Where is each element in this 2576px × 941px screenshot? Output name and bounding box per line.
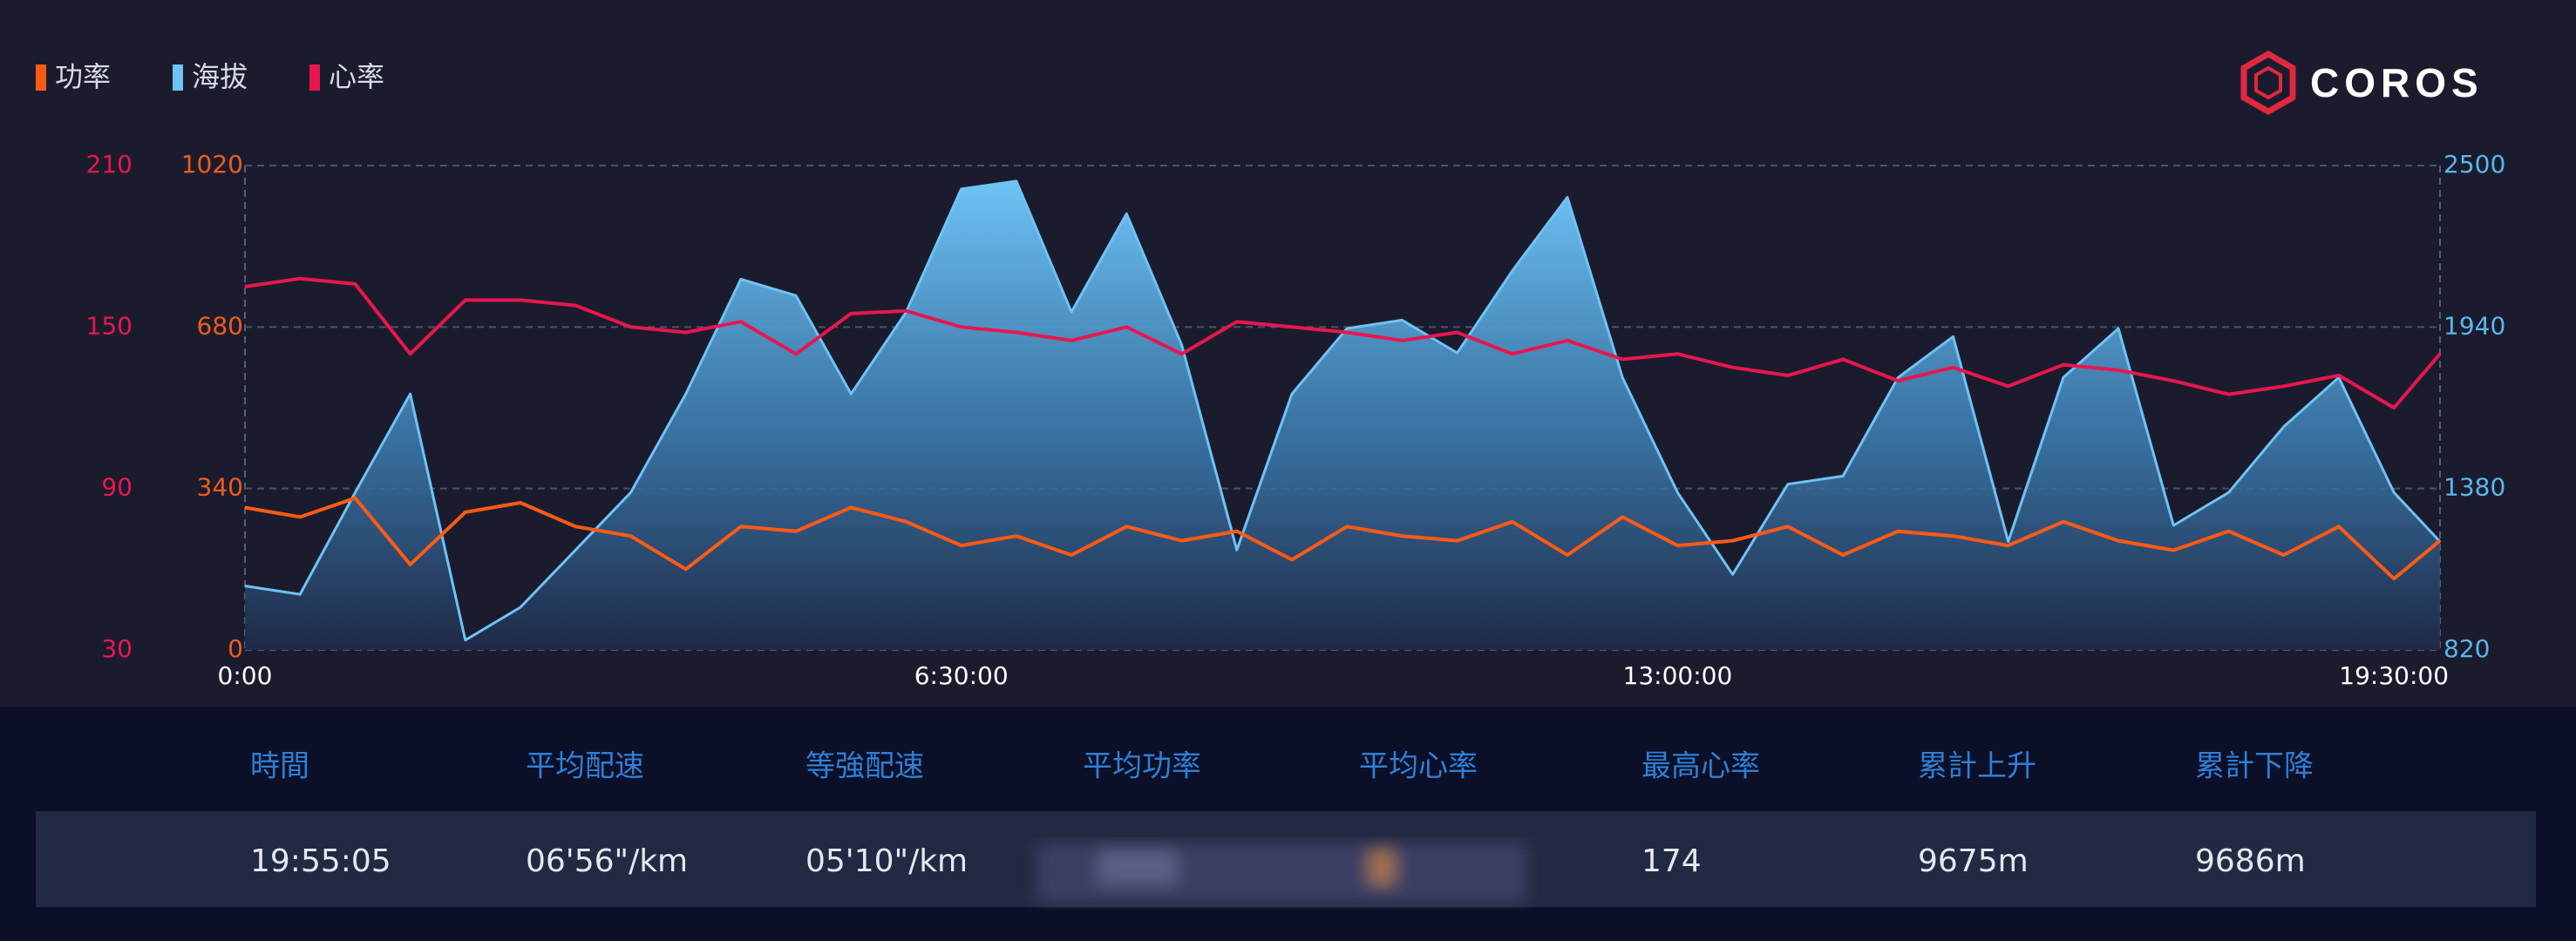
table-cell: 174 <box>1641 843 1702 879</box>
legend-swatch <box>309 64 320 91</box>
series-line <box>244 179 2442 642</box>
table-header: 等強配速 <box>805 749 924 784</box>
table-cell: 9675m <box>1918 843 2029 879</box>
x-tick-label: 13:00:00 <box>1623 661 1733 690</box>
series-line <box>244 276 2442 410</box>
table-header: 平均心率 <box>1359 749 1478 784</box>
table-cell: 05'10"/km <box>805 843 968 879</box>
y-tick-label: 0 <box>228 634 243 663</box>
table-cell: 9686m <box>2195 843 2306 879</box>
table-header: 平均功率 <box>1083 749 1201 784</box>
legend-swatch <box>36 64 46 91</box>
series-line <box>244 496 2442 581</box>
y2-tick-label: 820 <box>2443 634 2490 663</box>
table-header: 累計上升 <box>1918 749 2036 784</box>
table-header: 最高心率 <box>1641 749 1760 784</box>
x-tick-label: 19:30:00 <box>2339 661 2449 690</box>
y3-tick-label: 90 <box>101 473 133 502</box>
y-tick-label: 340 <box>197 473 243 502</box>
table-header: 時間 <box>250 749 309 784</box>
y3-tick-label: 150 <box>86 311 133 340</box>
y-tick-label: 680 <box>197 311 243 340</box>
table-header: 平均配速 <box>526 749 644 784</box>
y2-tick-label: 1380 <box>2443 473 2505 502</box>
legend-swatch <box>173 64 183 91</box>
table-header: 累計下降 <box>2195 749 2314 784</box>
x-tick-label: 0:00 <box>218 661 273 690</box>
y2-tick-label: 2500 <box>2443 150 2505 179</box>
table-cell: 06'56"/km <box>526 843 688 879</box>
y-tick-label: 1020 <box>181 150 243 179</box>
legend-label: 心率 <box>329 60 384 93</box>
legend-label: 海拔 <box>192 60 248 93</box>
blurred-cells <box>1037 843 1526 903</box>
y3-tick-label: 210 <box>86 150 133 179</box>
logo: COROS <box>2240 50 2484 116</box>
table-cell: 19:55:05 <box>250 843 391 879</box>
y2-tick-label: 1940 <box>2443 311 2505 340</box>
legend-label: 功率 <box>55 60 111 93</box>
x-tick-label: 6:30:00 <box>914 661 1009 690</box>
y3-tick-label: 30 <box>101 634 133 663</box>
logo-text: COROS <box>2310 60 2484 105</box>
